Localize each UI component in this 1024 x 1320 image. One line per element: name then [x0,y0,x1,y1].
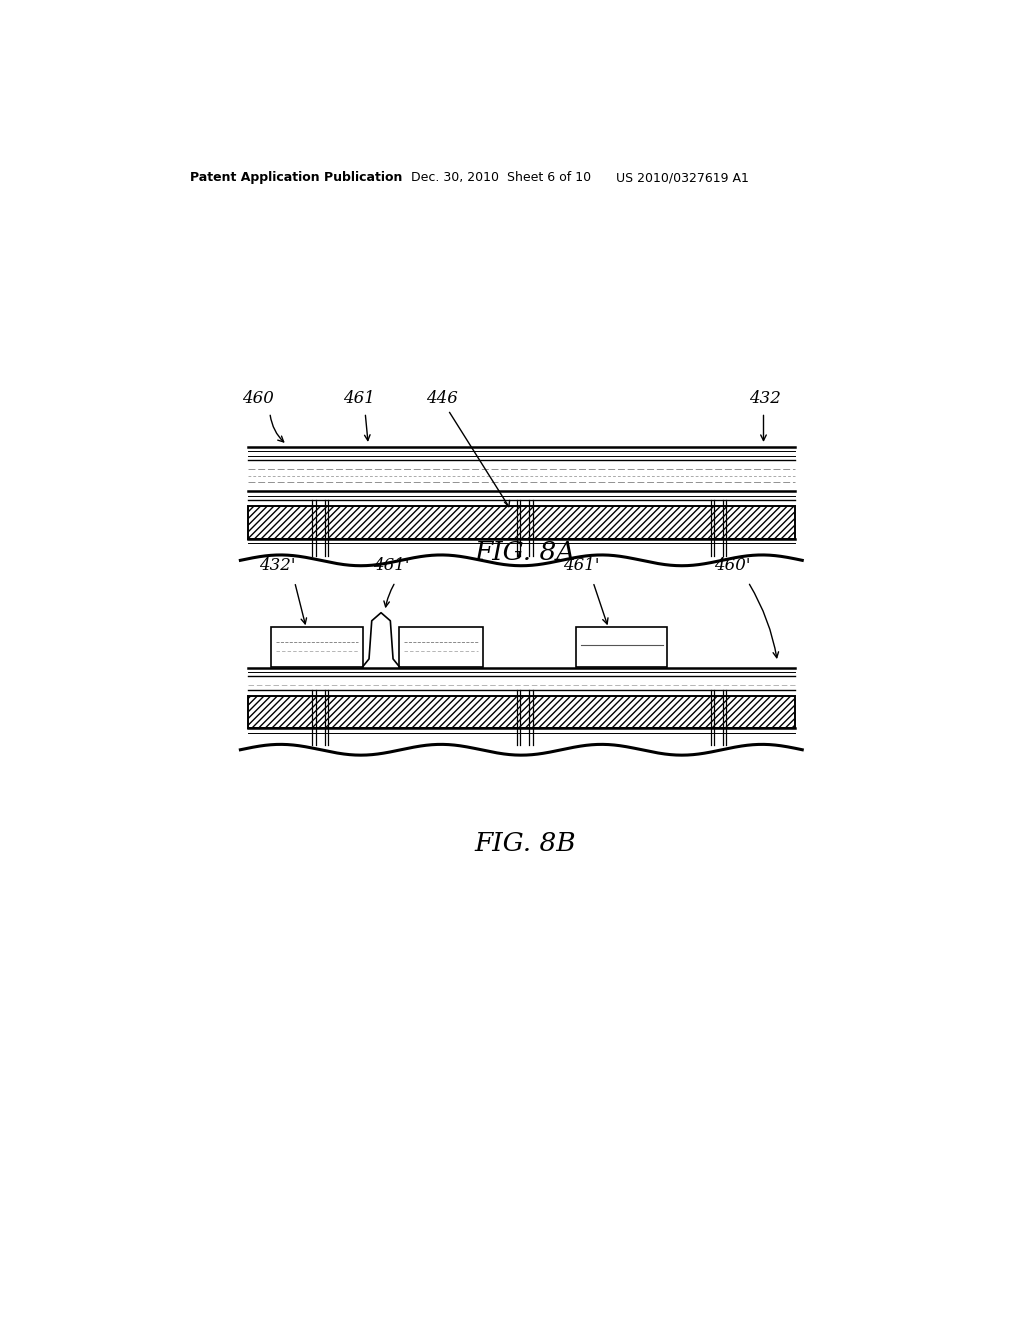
Bar [248,507,795,539]
Text: Patent Application Publication: Patent Application Publication [190,172,402,185]
Text: 460: 460 [243,391,274,407]
Text: FIG. 8B: FIG. 8B [474,832,575,857]
Text: 432': 432' [258,557,295,574]
Bar [399,627,483,667]
Text: 461': 461' [563,557,600,574]
Text: 446: 446 [426,391,458,407]
Bar [575,627,668,667]
Bar [248,696,795,729]
Text: 461': 461' [374,557,410,574]
Bar [271,627,362,667]
Text: Dec. 30, 2010  Sheet 6 of 10: Dec. 30, 2010 Sheet 6 of 10 [411,172,591,185]
Text: 432: 432 [750,391,781,407]
Text: FIG. 8A: FIG. 8A [474,540,575,565]
Text: 460': 460' [715,557,751,574]
Text: US 2010/0327619 A1: US 2010/0327619 A1 [616,172,750,185]
Text: 461: 461 [343,391,375,407]
